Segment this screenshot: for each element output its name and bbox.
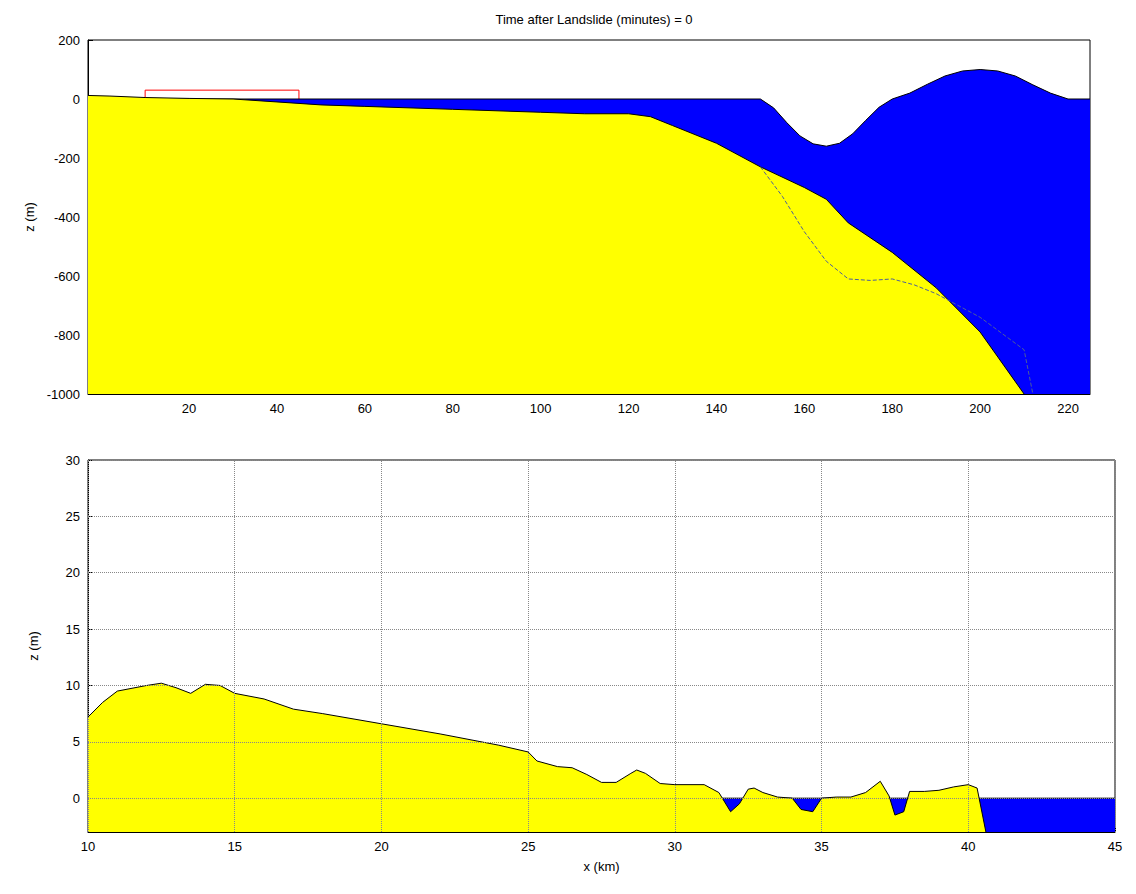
svg-text:25: 25	[66, 509, 80, 524]
svg-text:220: 220	[1057, 401, 1079, 416]
svg-text:180: 180	[881, 401, 903, 416]
svg-text:80: 80	[446, 401, 460, 416]
svg-text:200: 200	[969, 401, 991, 416]
svg-text:0: 0	[73, 791, 80, 806]
svg-text:Time after Landslide (minutes): Time after Landslide (minutes) = 0	[495, 12, 692, 27]
svg-text:30: 30	[66, 453, 80, 468]
svg-text:15: 15	[66, 622, 80, 637]
svg-text:-1000: -1000	[47, 387, 80, 402]
svg-text:30: 30	[668, 839, 682, 854]
svg-text:45: 45	[1108, 839, 1122, 854]
svg-text:60: 60	[358, 401, 372, 416]
svg-text:200: 200	[58, 33, 80, 48]
svg-text:160: 160	[793, 401, 815, 416]
svg-text:10: 10	[66, 678, 80, 693]
svg-text:-400: -400	[54, 210, 80, 225]
svg-text:0: 0	[73, 92, 80, 107]
svg-text:z (m): z (m)	[26, 631, 41, 661]
svg-text:10: 10	[81, 839, 95, 854]
svg-text:5: 5	[73, 734, 80, 749]
svg-text:x (km): x (km)	[583, 859, 619, 874]
svg-text:-600: -600	[54, 269, 80, 284]
svg-text:40: 40	[270, 401, 284, 416]
svg-text:20: 20	[374, 839, 388, 854]
svg-text:15: 15	[227, 839, 241, 854]
svg-text:20: 20	[182, 401, 196, 416]
svg-text:140: 140	[706, 401, 728, 416]
svg-text:35: 35	[814, 839, 828, 854]
svg-text:-800: -800	[54, 328, 80, 343]
svg-text:120: 120	[618, 401, 640, 416]
svg-text:25: 25	[521, 839, 535, 854]
svg-text:40: 40	[961, 839, 975, 854]
svg-text:-200: -200	[54, 151, 80, 166]
svg-text:20: 20	[66, 565, 80, 580]
svg-text:100: 100	[530, 401, 552, 416]
svg-text:z (m): z (m)	[22, 202, 37, 232]
